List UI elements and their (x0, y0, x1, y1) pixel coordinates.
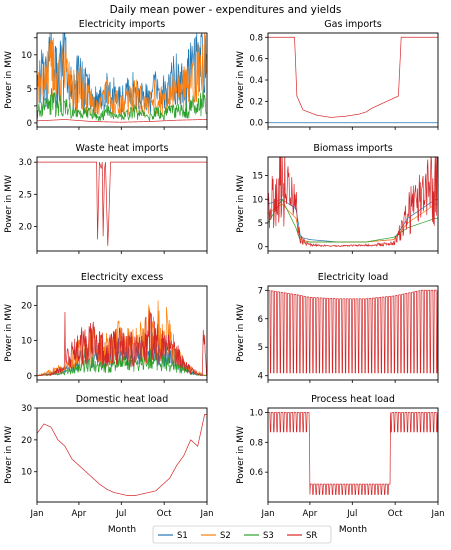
series-line-sr (37, 414, 207, 496)
y-axis-label: Power in MW (4, 51, 14, 109)
y-tick-label: 0.2 (249, 97, 263, 107)
chart-panel-3: Waste heat imports Power in MW 2.0 2.5 3.0 (4, 143, 208, 254)
y-tick-label: 5 (258, 219, 263, 229)
y-tick-label: 0 (27, 372, 32, 382)
legend-label-s3: S3 (263, 531, 274, 541)
y-tick-label: 0.0 (249, 119, 263, 129)
x-tick-label: Apr (72, 509, 87, 519)
chart-panel-7: Domestic heat load Power in MW 10 20 30 (4, 394, 208, 505)
plot-frame (36, 285, 208, 381)
series-line-sr (37, 119, 207, 123)
panel-title: Electricity excess (81, 272, 163, 283)
chart-panel-8: Process heat load Power in MW 0.6 0.8 1.0 (236, 394, 439, 505)
plot-frame (36, 32, 208, 128)
chart-panel-5: Electricity excess Power in MW 0 10 20 (4, 272, 208, 383)
x-tick-label: Jan (29, 509, 43, 519)
plot-frame (267, 407, 439, 503)
x-tick-label: Oct (388, 509, 403, 519)
x-tick-label: Oct (157, 509, 172, 519)
panel-title: Process heat load (311, 394, 395, 405)
panel-title: Domestic heat load (76, 394, 169, 405)
y-axis-label: Power in MW (4, 304, 14, 362)
plot-frame (36, 156, 208, 252)
x-tick-label: Jan (260, 509, 274, 519)
chart-panel-6: Electricity load Power in MW 4 5 6 7 (236, 272, 439, 383)
y-tick-label: 3.0 (18, 158, 32, 168)
plot-frame (267, 32, 439, 128)
x-axis-label: Month (339, 525, 367, 535)
legend: S1 S2 S3 SR (152, 525, 332, 544)
panel-title: Electricity load (318, 272, 389, 283)
series-line-s3 (37, 349, 207, 377)
y-tick-label: 0.8 (249, 438, 263, 448)
y-tick-label: 1.0 (249, 408, 263, 418)
series-line-s3 (268, 198, 438, 243)
panel-title: Waste heat imports (76, 143, 169, 154)
y-tick-label: 30 (21, 404, 32, 414)
y-tick-label: 0.8 (249, 33, 263, 43)
panel-title: Biomass imports (313, 143, 392, 154)
y-axis-label: Power in MW (236, 175, 246, 233)
y-tick-label: 10 (21, 51, 32, 61)
legend-label-sr: SR (306, 531, 317, 541)
y-tick-label: 10 (21, 468, 32, 478)
y-tick-label: 6 (258, 315, 263, 325)
y-tick-label: 5 (258, 343, 263, 353)
panel-title: Gas imports (324, 19, 382, 30)
y-tick-label: 0.6 (249, 468, 263, 478)
y-tick-label: 20 (21, 436, 32, 446)
y-tick-label: 10 (21, 337, 32, 347)
x-axis-label: Month (108, 525, 136, 535)
y-axis-label: Power in MW (236, 426, 246, 484)
series-line-sr (268, 412, 438, 495)
legend-box (152, 525, 332, 544)
series-line-s2 (37, 33, 207, 118)
y-tick-label: 0.4 (249, 76, 263, 86)
y-tick-label: 0.6 (249, 55, 263, 65)
y-tick-label: 20 (21, 301, 32, 311)
chart-panel-2: Gas imports Power in MW0.0 0.2 0.4 0.6 0.8 (236, 19, 439, 130)
plot-frame (267, 285, 439, 381)
y-axis-label: Power in MW (4, 175, 14, 233)
y-axis-label: Power in MW (236, 51, 246, 109)
x-tick-label: Apr (303, 509, 318, 519)
series-line-sr (268, 36, 438, 118)
x-tick-label: Jul (346, 509, 357, 519)
legend-label-s1: S1 (177, 531, 188, 541)
plot-frame (267, 156, 439, 252)
series-line-sr (268, 289, 438, 374)
series-line-s3 (37, 88, 207, 122)
x-tick-label: Jul (115, 509, 126, 519)
y-tick-label: 15 (252, 172, 263, 182)
y-tick-label: 2.0 (18, 223, 32, 233)
y-tick-label: 4 (258, 372, 263, 382)
series-line-sr (37, 161, 207, 246)
plot-frame (36, 407, 208, 503)
panel-title: Electricity imports (79, 19, 166, 30)
series-line-sr (268, 157, 438, 248)
y-axis-label: Power in MW (236, 304, 246, 362)
y-tick-label: 5 (27, 85, 32, 95)
y-axis-label: Power in MW (4, 426, 14, 484)
y-tick-label: 7 (258, 286, 263, 296)
x-tick-label: Jan (430, 509, 444, 519)
legend-label-s2: S2 (220, 531, 231, 541)
chart-panel-4: Biomass imports Power in MW 0 5 10 15 (236, 143, 439, 254)
series-line-sr (37, 310, 207, 377)
y-tick-label: 2.5 (18, 190, 32, 200)
y-tick-label: 0 (258, 243, 263, 253)
figure-title: Daily mean power - expenditures and yiel… (110, 4, 342, 16)
y-tick-label: 0 (27, 119, 32, 129)
y-tick-label: 10 (252, 195, 263, 205)
x-tick-label: Jan (199, 509, 213, 519)
chart-panel-1: Electricity imports Power in MW 0 5 10 (4, 19, 208, 130)
